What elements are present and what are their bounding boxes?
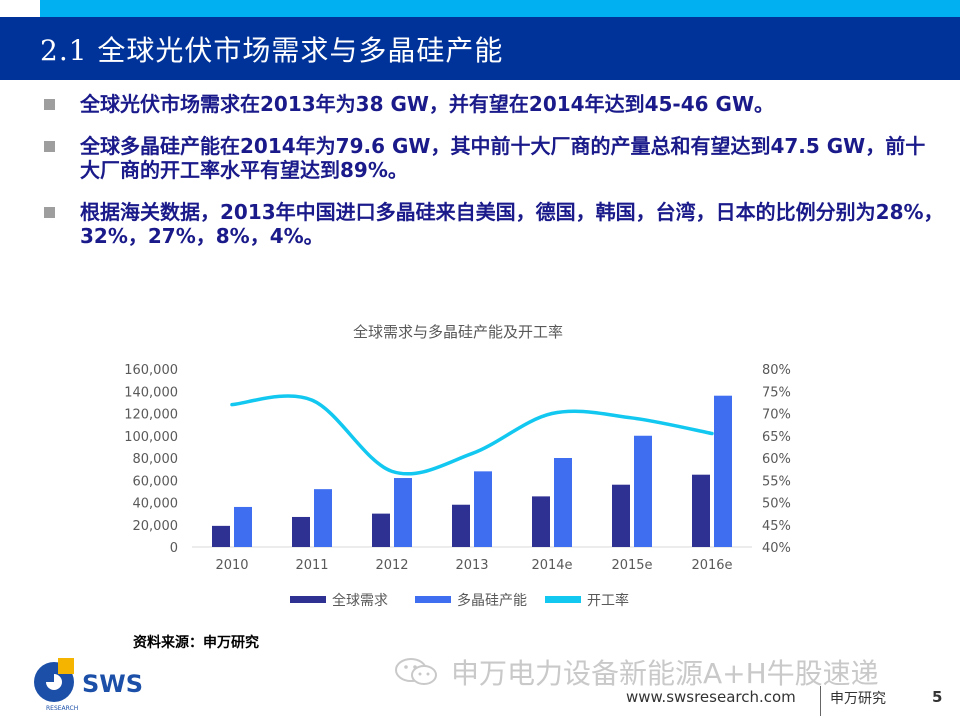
top-accent-strip (0, 0, 960, 17)
top-accent-cyan (40, 0, 960, 17)
line-series-group (230, 394, 714, 476)
legend-swatch (415, 596, 451, 603)
bar-demand (212, 525, 230, 547)
slide-title: 2.1 全球光伏市场需求与多晶硅产能 (40, 34, 504, 67)
title-bar: 2.1 全球光伏市场需求与多晶硅产能 (0, 17, 960, 80)
y-tick-label-left: 100,000 (124, 430, 178, 445)
legend-swatch (545, 596, 581, 603)
y-tick-label-right: 55% (762, 474, 791, 489)
bullet-item: 全球多晶硅产能在2014年为79.6 GW，其中前十大厂商的产量总和有望达到47… (44, 134, 944, 182)
bar-demand (372, 513, 390, 547)
source-note: 资料来源：申万研究 (133, 635, 259, 651)
y-tick-label-right: 50% (762, 497, 791, 512)
bar-capacity (234, 506, 252, 547)
y-tick-label-left: 140,000 (124, 385, 178, 400)
logo-text: SWS (82, 670, 143, 698)
bar-demand (692, 474, 710, 547)
bullet-text: 根据海关数据，2013年中国进口多晶硅来自美国，德国，韩国，台湾，日本的比例分别… (80, 200, 944, 248)
y-tick-label-right: 70% (762, 408, 791, 423)
bullet-square-icon (44, 207, 55, 218)
bar-demand (292, 516, 310, 547)
x-tick-label: 2013 (455, 558, 488, 573)
y-tick-label-right: 60% (762, 452, 791, 467)
y-tick-label-right: 40% (762, 541, 791, 556)
sws-logo: SWS RESEARCH (34, 658, 143, 712)
x-tick-label: 2016e (691, 558, 732, 573)
y-tick-label-right: 75% (762, 385, 791, 400)
y-tick-label-left: 160,000 (124, 363, 178, 378)
wechat-icon (395, 658, 437, 685)
bar-capacity (634, 435, 652, 547)
y-axis-left: 160,000 140,000 120,000 100,000 80,000 60,000… (124, 363, 178, 556)
bar-demand (532, 496, 550, 547)
y-tick-label-left: 40,000 (133, 497, 179, 512)
footer-url-link[interactable]: www.swsresearch.com (626, 688, 796, 706)
page-number: 5 (932, 688, 943, 706)
bar-demand (612, 484, 630, 547)
footer-divider (820, 686, 821, 716)
bar-capacity (394, 478, 412, 547)
x-tick-label: 2011 (295, 558, 328, 573)
legend-label: 全球需求 (332, 592, 388, 609)
bars-group (212, 395, 732, 547)
y-tick-label-left: 120,000 (124, 408, 178, 423)
bullet-item: 全球光伏市场需求在2013年为38 GW，并有望在2014年达到45-46 GW… (44, 92, 944, 116)
bar-capacity (474, 471, 492, 547)
bar-capacity (554, 458, 572, 547)
x-tick-label: 2015e (611, 558, 652, 573)
chart-title: 全球需求与多晶硅产能及开工率 (353, 323, 563, 341)
legend-swatch (290, 596, 326, 603)
bar-capacity (714, 395, 732, 547)
y-tick-label-right: 45% (762, 519, 791, 534)
legend-label: 多晶硅产能 (457, 592, 527, 609)
x-tick-label: 2014e (531, 558, 572, 573)
bullet-item: 根据海关数据，2013年中国进口多晶硅来自美国，德国，韩国，台湾，日本的比例分别… (44, 200, 944, 248)
bullet-text: 全球光伏市场需求在2013年为38 GW，并有望在2014年达到45-46 GW… (80, 92, 775, 116)
y-tick-label-left: 60,000 (133, 474, 179, 489)
y-tick-label-left: 20,000 (133, 519, 179, 534)
y-tick-label-left: 80,000 (133, 452, 179, 467)
y-tick-label-right: 80% (762, 363, 791, 378)
x-tick-label: 2010 (215, 558, 248, 573)
logo-subtext: RESEARCH (46, 705, 78, 712)
watermark-text: 申万电力设备新能源A+H牛股速递 (451, 657, 879, 690)
y-tick-label-left: 0 (170, 541, 178, 556)
watermark: 申万电力设备新能源A+H牛股速递 (393, 650, 953, 690)
bar-capacity (314, 489, 332, 547)
legend-label: 开工率 (587, 592, 629, 609)
legend: 全球需求 多晶硅产能 开工率 (290, 592, 629, 609)
x-tick-label: 2012 (375, 558, 408, 573)
y-tick-label-right: 65% (762, 430, 791, 445)
bullet-square-icon (44, 141, 55, 152)
bullet-text: 全球多晶硅产能在2014年为79.6 GW，其中前十大厂商的产量总和有望达到47… (80, 134, 926, 182)
x-axis: 2010 2011 2012 2013 2014e 2015e 2016e (215, 558, 732, 573)
bar-demand (452, 504, 470, 547)
y-axis-right: 80% 75% 70% 65% 60% 55% 50% 45% 40% (762, 363, 791, 556)
bullet-list: 全球光伏市场需求在2013年为38 GW，并有望在2014年达到45-46 GW… (44, 92, 944, 266)
bullet-square-icon (44, 99, 55, 110)
footer-company-name: 申万研究 (830, 691, 886, 707)
line-utilization-rate (230, 394, 714, 476)
